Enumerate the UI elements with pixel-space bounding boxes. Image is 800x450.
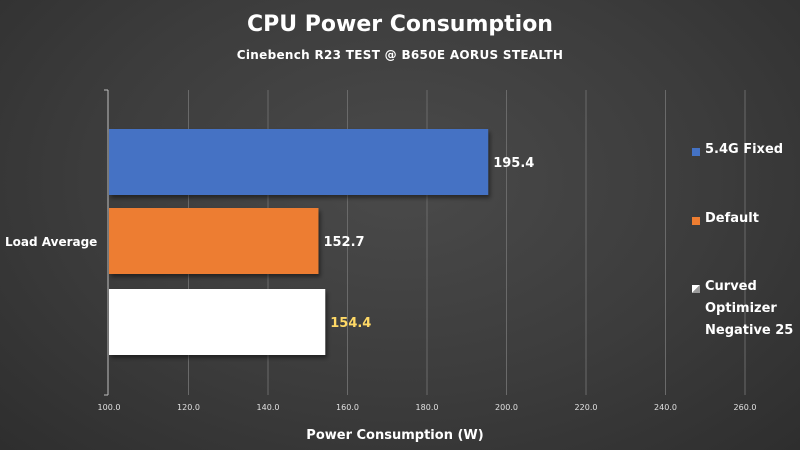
legend-swatch-default (692, 217, 700, 225)
legend-label: Curved Optimizer Negative 25 (705, 279, 794, 338)
bar-value-label: 152.7 (323, 235, 364, 250)
x-tick-label: 220.0 (575, 403, 598, 412)
bar-1 (109, 208, 319, 274)
chart-subtitle: Cinebench R23 TEST @ B650E AORUS STEALTH (236, 48, 564, 62)
x-tick-label: 240.0 (654, 403, 677, 412)
legend-item-curved-optimizer: Curved Optimizer Negative 25 (692, 279, 798, 342)
legend-item-default: Default (692, 211, 759, 230)
legend-item-5-4g-fixed: 5.4G Fixed (692, 142, 783, 161)
bar-0 (109, 129, 489, 195)
x-tick-label: 140.0 (257, 403, 280, 412)
x-tick-label: 260.0 (734, 403, 757, 412)
legend-label: 5.4G Fixed (705, 142, 784, 157)
bar-value-label: 154.4 (330, 316, 371, 331)
bar-value-label: 195.4 (493, 156, 534, 171)
chart-title: CPU Power Consumption (247, 12, 553, 37)
x-tick-label: 180.0 (416, 403, 439, 412)
legend-swatch-5-4g-fixed (692, 148, 700, 156)
x-tick-label: 100.0 (98, 403, 121, 412)
legend-swatch-curved-optimizer (692, 285, 700, 293)
legend-label: Default (705, 211, 759, 226)
x-tick-label: 200.0 (495, 403, 518, 412)
x-axis-title: Power Consumption (W) (306, 428, 483, 443)
x-tick-label: 160.0 (336, 403, 359, 412)
category-label: Load Average (5, 235, 97, 249)
x-tick-label: 120.0 (177, 403, 200, 412)
bar-2 (109, 289, 326, 355)
